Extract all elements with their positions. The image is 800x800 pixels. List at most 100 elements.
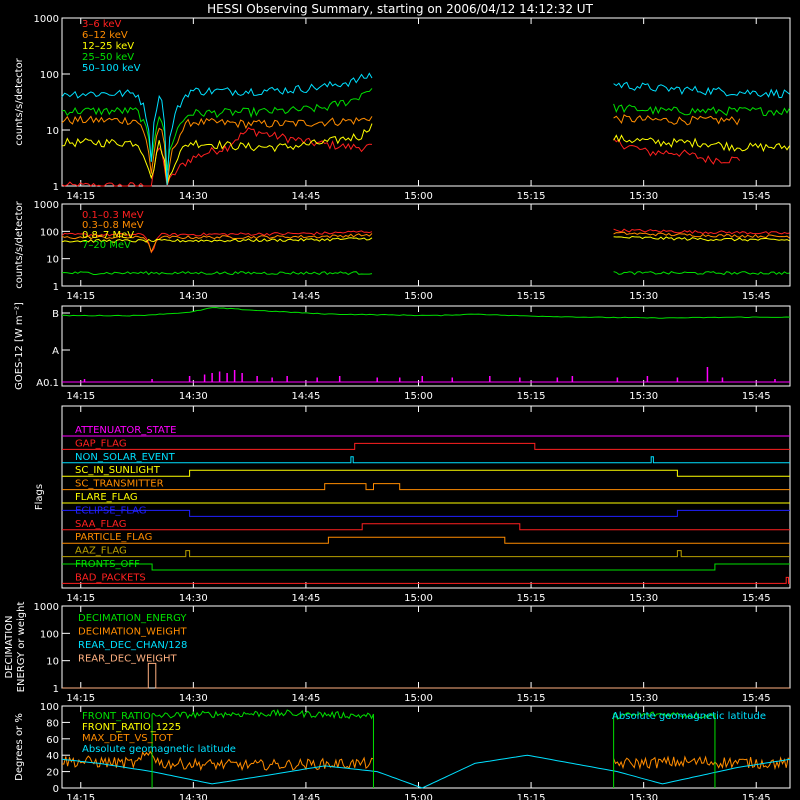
- y-tick-label: 10: [46, 255, 59, 266]
- flag-label: PARTICLE_FLAG: [75, 532, 152, 543]
- figure-title: HESSI Observing Summary, starting on 200…: [207, 2, 593, 16]
- x-tick-label: 15:00: [404, 693, 433, 704]
- x-tick-label: 15:15: [517, 793, 546, 800]
- series-line: [61, 235, 790, 243]
- x-tick-label: 14:45: [292, 291, 321, 302]
- x-tick-label: 15:15: [517, 291, 546, 302]
- x-tick-label: 15:00: [404, 793, 433, 800]
- y-tick-label: 20: [46, 768, 59, 779]
- x-tick-label: 14:15: [66, 693, 95, 704]
- x-tick-label: 15:30: [629, 593, 658, 604]
- y-axis-label: Flags: [34, 484, 45, 510]
- x-tick-label: 15:30: [629, 191, 658, 202]
- x-tick-label: 14:45: [292, 391, 321, 402]
- series-line: [61, 754, 791, 789]
- legend-entry: 0.8–7 MeV: [82, 230, 134, 241]
- legend-entry: 25–50 keV: [82, 52, 134, 63]
- y-tick-label: 100: [40, 702, 59, 713]
- y-tick-label: 1000: [34, 602, 59, 613]
- flag-line: [62, 523, 790, 531]
- panel-low-energy: 14:15 14:30 14:45 15:00 15:15 15:30 15:45 1 10 10…: [14, 14, 791, 202]
- y-axis-label: Degrees or %: [14, 713, 25, 781]
- legend-entry: FRONT_RATIO: [82, 711, 151, 722]
- flag-line: [62, 509, 790, 517]
- series-line: [61, 114, 741, 186]
- x-tick-label: 14:30: [179, 693, 208, 704]
- panel-high-energy: 14:15 14:30 14:45 15:00 15:15 15:30 15:45 1 10 10…: [14, 200, 791, 302]
- y-tick-label: 100: [40, 70, 59, 81]
- x-tick-label: 14:15: [66, 593, 95, 604]
- x-tick-label: 15:15: [517, 191, 546, 202]
- flag-line: [62, 442, 790, 450]
- x-tick-label: 15:45: [742, 793, 771, 800]
- y-tick-label: 80: [46, 718, 59, 729]
- x-tick-label: 15:30: [629, 693, 658, 704]
- legend-entry: 3–6 keV: [82, 19, 121, 30]
- x-tick-label: 15:45: [742, 693, 771, 704]
- legend-entry: 6–12 keV: [82, 30, 128, 41]
- legend-entry: REAR_DEC_CHAN/128: [78, 640, 187, 651]
- series-line: [61, 123, 791, 185]
- series-line: [61, 228, 790, 254]
- x-tick-label: 14:45: [292, 693, 321, 704]
- legend-entry: 0.3–0.8 MeV: [82, 220, 144, 231]
- x-tick-label: 15:45: [742, 291, 771, 302]
- flag-label: AAZ_FLAG: [75, 546, 127, 557]
- y-tick-label: 1000: [34, 200, 59, 211]
- x-tick-label: 14:30: [179, 793, 208, 800]
- series-line: [61, 306, 791, 319]
- y-tick-label: 10: [46, 126, 59, 137]
- y-tick-label: 1000: [34, 14, 59, 25]
- x-tick-label: 15:00: [404, 291, 433, 302]
- x-tick-label: 15:15: [517, 391, 546, 402]
- flag-label: NON_SOLAR_EVENT: [75, 452, 176, 463]
- flag-line: [62, 576, 790, 584]
- x-tick-label: 15:45: [742, 391, 771, 402]
- panel-decimation: 14:15 14:30 14:45 15:00 15:15 15:30 15:45 1 10 10…: [4, 602, 791, 704]
- legend-entry: MAX_DET_VS_TOT: [82, 733, 174, 744]
- series-line: [61, 231, 790, 254]
- flag-label: ECLIPSE_FLAG: [75, 505, 146, 516]
- panel-low-energy-frame: [61, 17, 791, 187]
- legend-entry: Absolute geomagnetic latitude: [82, 744, 236, 755]
- y-tick-label: 40: [46, 751, 59, 762]
- flag-label: SC_TRANSMITTER: [75, 479, 164, 490]
- flag-line: [62, 483, 790, 491]
- x-tick-label: 15:15: [517, 693, 546, 704]
- decimation-line: [62, 662, 790, 689]
- x-tick-label: 15:00: [404, 391, 433, 402]
- flag-line: [62, 469, 790, 477]
- flag-label: SAA_FLAG: [75, 519, 126, 530]
- panel-high-energy-frame: [61, 203, 791, 287]
- x-tick-label: 15:00: [404, 191, 433, 202]
- legend-entry: 7–20 MeV: [82, 240, 131, 251]
- y-axis-label: ENERGY or weight: [16, 602, 27, 693]
- y-tick-label: 60: [46, 735, 59, 746]
- y-tick-label: 10: [46, 657, 59, 668]
- x-tick-label: 14:45: [292, 593, 321, 604]
- series-line: [61, 270, 790, 276]
- series-line: [61, 88, 791, 171]
- x-tick-label: 15:45: [742, 593, 771, 604]
- flag-label: SC_IN_SUNLIGHT: [75, 465, 161, 476]
- x-tick-label: 15:30: [629, 391, 658, 402]
- legend-entry: REAR_DEC_WEIGHT: [78, 654, 177, 665]
- legend-entry: 12–25 keV: [82, 41, 134, 52]
- panel-goes: 14:15 14:30 14:45 15:00 15:15 15:30 15:45 A0.1 A…: [14, 302, 791, 402]
- flag-line: [62, 550, 790, 558]
- y-axis-label: counts/s/detector: [14, 200, 25, 288]
- flag-label: ATTENUATOR_STATE: [75, 425, 176, 436]
- x-tick-label: 14:15: [66, 291, 95, 302]
- x-tick-label: 15:30: [629, 793, 658, 800]
- x-tick-label: 14:30: [179, 191, 208, 202]
- x-tick-label: 15:30: [629, 291, 658, 302]
- flag-label: FRONTS_OFF: [75, 559, 140, 570]
- y-tick-label: 1: [53, 684, 59, 695]
- flag-line: [62, 563, 790, 571]
- y-tick-label: A: [52, 346, 59, 357]
- x-tick-label: 15:45: [742, 191, 771, 202]
- flag-line: [62, 536, 790, 544]
- x-tick-label: 15:15: [517, 593, 546, 604]
